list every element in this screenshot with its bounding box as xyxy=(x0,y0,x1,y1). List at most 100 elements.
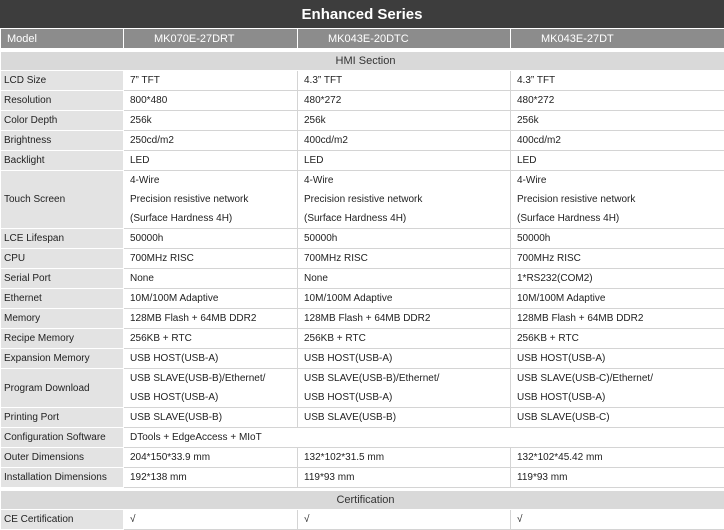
spec-value: 700MHz RISC xyxy=(298,249,511,269)
value-line: 400cd/m2 xyxy=(304,131,510,150)
value-line: USB SLAVE(USB-C)/Ethernet/ xyxy=(517,369,724,388)
value-line: Precision resistive network xyxy=(517,190,724,209)
value-line: 256KB + RTC xyxy=(130,329,297,348)
spec-value: 132*102*45.42 mm xyxy=(511,448,724,468)
value-line: 4-Wire xyxy=(130,171,297,190)
value-line: 128MB Flash + 64MB DDR2 xyxy=(517,309,724,328)
value-line: USB SLAVE(USB-B) xyxy=(304,408,510,427)
spec-value: USB SLAVE(USB-B) xyxy=(124,408,298,428)
value-line: USB SLAVE(USB-B)/Ethernet/ xyxy=(130,369,297,388)
spec-label: Printing Port xyxy=(1,408,124,428)
value-line: USB HOST(USB-A) xyxy=(130,349,297,368)
spec-value: 119*93 mm xyxy=(511,468,724,488)
spec-value: 480*272 xyxy=(511,91,724,111)
value-line: 256k xyxy=(517,111,724,130)
spec-value: 256KB + RTC xyxy=(124,329,298,349)
header-label: Model xyxy=(1,29,124,49)
spec-label: Configuration Software xyxy=(1,428,124,448)
value-line: USB HOST(USB-A) xyxy=(304,349,510,368)
value-line: USB SLAVE(USB-B) xyxy=(130,408,297,427)
value-line: 700MHz RISC xyxy=(304,249,510,268)
value-line: √ xyxy=(130,510,297,529)
spec-value: USB HOST(USB-A) xyxy=(124,349,298,369)
value-line: (Surface Hardness 4H) xyxy=(304,209,510,228)
value-line: 700MHz RISC xyxy=(517,249,724,268)
value-line: 119*93 mm xyxy=(304,468,510,487)
spec-value: 4.3” TFT xyxy=(511,71,724,91)
value-line: √ xyxy=(517,510,724,529)
spec-value: 7” TFT xyxy=(124,71,298,91)
spec-value: USB SLAVE(USB-B) xyxy=(298,408,511,428)
spec-value: 132*102*31.5 mm xyxy=(298,448,511,468)
spec-value: None xyxy=(298,269,511,289)
spec-value: USB SLAVE(USB-C) xyxy=(511,408,724,428)
spec-label: LCD Size xyxy=(1,71,124,91)
value-line: 4.3” TFT xyxy=(304,71,510,90)
value-line: Precision resistive network xyxy=(304,190,510,209)
spec-value: 800*480 xyxy=(124,91,298,111)
value-line: (Surface Hardness 4H) xyxy=(517,209,724,228)
value-line: LED xyxy=(517,151,724,170)
spec-value: USB SLAVE(USB-B)/Ethernet/USB HOST(USB-A… xyxy=(298,369,511,408)
spec-value: 50000h xyxy=(511,229,724,249)
spec-value: 480*272 xyxy=(298,91,511,111)
title: Enhanced Series xyxy=(0,0,724,28)
value-line: 256KB + RTC xyxy=(517,329,724,348)
value-line: USB HOST(USB-A) xyxy=(517,349,724,368)
value-line: LED xyxy=(304,151,510,170)
spec-label: Program Download xyxy=(1,369,124,408)
spec-value: 128MB Flash + 64MB DDR2 xyxy=(511,309,724,329)
value-line: 7” TFT xyxy=(130,71,297,90)
value-line: 800*480 xyxy=(130,91,297,110)
value-line: 256k xyxy=(304,111,510,130)
spec-value: 50000h xyxy=(298,229,511,249)
value-line: 700MHz RISC xyxy=(130,249,297,268)
value-line: √ xyxy=(304,510,510,529)
value-line: 1*RS232(COM2) xyxy=(517,269,724,288)
spec-value: 10M/100M Adaptive xyxy=(124,289,298,309)
value-line: 50000h xyxy=(304,229,510,248)
model-name: MK070E-27DRT xyxy=(124,29,298,49)
section-row: Certification xyxy=(1,491,724,510)
value-line: 256k xyxy=(130,111,297,130)
section-title: HMI Section xyxy=(1,52,724,71)
value-line: 192*138 mm xyxy=(130,468,297,487)
spec-value: 700MHz RISC xyxy=(511,249,724,269)
value-line: 50000h xyxy=(517,229,724,248)
spec-value: √ xyxy=(511,510,724,530)
spec-label: CE Certification xyxy=(1,510,124,530)
spec-label: Recipe Memory xyxy=(1,329,124,349)
value-line: 119*93 mm xyxy=(517,468,724,487)
spec-label: Color Depth xyxy=(1,111,124,131)
spec-value: 250cd/m2 xyxy=(124,131,298,151)
value-line: 4-Wire xyxy=(304,171,510,190)
value-line: 480*272 xyxy=(517,91,724,110)
spec-value: 700MHz RISC xyxy=(124,249,298,269)
spec-value: 128MB Flash + 64MB DDR2 xyxy=(124,309,298,329)
value-line: LED xyxy=(130,151,297,170)
spec-value: 400cd/m2 xyxy=(511,131,724,151)
spec-value: 256k xyxy=(124,111,298,131)
spec-row: Program Download USB SLAVE(USB-B)/Etherne… xyxy=(1,369,724,408)
spec-label: Outer Dimensions xyxy=(1,448,124,468)
spec-row: CE Certification √ √ √ xyxy=(1,510,724,530)
spec-value: 256k xyxy=(298,111,511,131)
spec-row: Color Depth 256k 256k 256k xyxy=(1,111,724,131)
spec-value: None xyxy=(124,269,298,289)
spec-label: LCE Lifespan xyxy=(1,229,124,249)
value-line: 128MB Flash + 64MB DDR2 xyxy=(130,309,297,328)
value-line: 4-Wire xyxy=(517,171,724,190)
